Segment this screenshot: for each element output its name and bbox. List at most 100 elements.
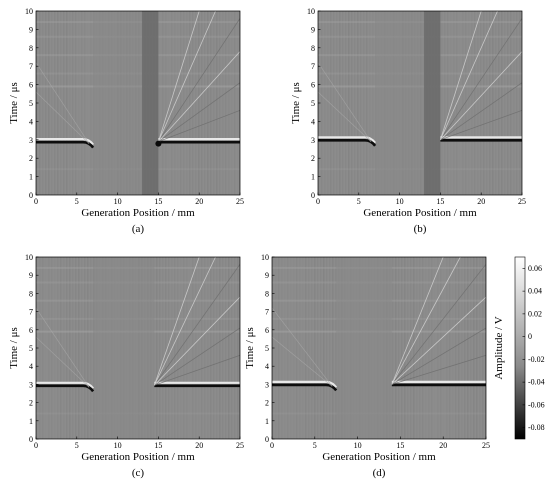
texture-stripe — [495, 11, 497, 195]
y-tick-label: 1 — [311, 173, 315, 182]
texture-stripe — [501, 11, 503, 195]
texture-stripe — [450, 11, 452, 195]
x-tick-label: 15 — [154, 441, 162, 450]
texture-stripe — [321, 11, 323, 195]
colorbar-tick-label: -0.06 — [528, 400, 545, 409]
y-tick-label: 8 — [29, 289, 33, 298]
texture-stripe — [467, 257, 469, 439]
colorbar: 0.06 0.04 0.02 0 -0.02 -0.04 -0.06 -0.08 Amplit… — [493, 256, 545, 440]
texture-stripe — [219, 257, 221, 439]
panel-label: (d) — [373, 467, 386, 479]
texture-stripe — [330, 11, 332, 195]
texture-stripe — [398, 257, 400, 439]
texture-stripe — [419, 257, 421, 439]
texture-stripe — [363, 11, 365, 195]
texture-stripe — [45, 257, 47, 439]
texture-stripe — [228, 11, 230, 195]
y-tick-label: 7 — [29, 308, 33, 317]
y-tick-label: 0 — [29, 191, 33, 200]
y-tick-label: 3 — [29, 136, 33, 145]
x-tick-label: 5 — [313, 441, 317, 450]
texture-stripe — [305, 257, 307, 439]
texture-stripe — [237, 257, 239, 439]
reflected-wave-line — [36, 336, 90, 388]
x-axis-label: Generation Position / mm — [81, 451, 195, 463]
reflected-wave-line — [36, 62, 90, 144]
reflected-wave-line — [153, 257, 216, 386]
texture-stripe — [60, 257, 62, 439]
colorbar-tick-label: 0.04 — [528, 287, 542, 296]
texture-stripe — [54, 11, 56, 195]
texture-stripe — [482, 257, 484, 439]
reflected-wave-line — [153, 264, 240, 386]
texture-stripe — [87, 11, 89, 195]
y-tick-label: 1 — [29, 417, 33, 426]
texture-stripe — [81, 11, 83, 195]
texture-stripe — [159, 11, 161, 195]
texture-stripe — [171, 11, 173, 195]
reflected-wave-line — [153, 257, 200, 386]
x-tick-label: 0 — [270, 441, 274, 450]
texture-stripe — [327, 11, 329, 195]
y-tick-label: 4 — [311, 117, 315, 126]
y-tick-label: 6 — [265, 326, 269, 335]
texture-stripe — [314, 257, 316, 439]
texture-stripe — [189, 257, 191, 439]
texture-stripe — [78, 257, 80, 439]
plot-area-b — [318, 11, 522, 195]
texture-stripe — [231, 257, 233, 439]
y-tick-label: 6 — [29, 81, 33, 90]
reflected-wave-line — [272, 307, 333, 387]
texture-stripe — [66, 11, 68, 195]
x-axis-label: Generation Position / mm — [81, 207, 195, 219]
reflected-wave-line — [158, 109, 240, 143]
texture-stripe — [351, 11, 353, 195]
texture-stripe — [401, 257, 403, 439]
panel-label: (c) — [132, 467, 145, 479]
texture-stripe — [287, 257, 289, 439]
reflected-wave-line — [440, 11, 482, 140]
x-tick-label: 10 — [114, 197, 122, 206]
plot-area-a — [36, 11, 240, 195]
texture-stripe — [479, 257, 481, 439]
texture-stripe — [473, 257, 475, 439]
texture-stripe — [189, 11, 191, 195]
x-tick-label: 20 — [195, 197, 203, 206]
texture-stripe — [51, 257, 53, 439]
x-tick-label: 0 — [316, 197, 320, 206]
surface-wave-left-light — [318, 136, 377, 144]
x-tick-label: 20 — [195, 441, 203, 450]
texture-stripe — [329, 257, 331, 439]
y-tick-label: 7 — [311, 62, 315, 71]
y-tick-label: 4 — [29, 117, 33, 126]
texture-stripe — [195, 11, 197, 195]
texture-stripe — [348, 11, 350, 195]
reflected-wave-line — [391, 327, 486, 385]
x-tick-label: 10 — [114, 441, 122, 450]
texture-stripe — [354, 11, 356, 195]
texture-stripe — [219, 11, 221, 195]
texture-stripe — [422, 257, 424, 439]
texture-stripe — [192, 257, 194, 439]
texture-stripe — [84, 11, 86, 195]
plot-area-d — [272, 257, 486, 439]
reflected-wave-line — [158, 82, 240, 142]
colorbar-tick-label: -0.04 — [528, 378, 545, 387]
reflected-wave-line — [158, 11, 200, 142]
texture-stripe — [63, 11, 65, 195]
y-axis-label: Time / μs — [244, 327, 256, 369]
texture-stripe — [234, 11, 236, 195]
texture-stripe — [284, 257, 286, 439]
x-tick-label: 5 — [75, 441, 79, 450]
texture-stripe — [168, 11, 170, 195]
texture-stripe — [339, 11, 341, 195]
y-tick-label: 0 — [311, 191, 315, 200]
y-tick-label: 0 — [265, 435, 269, 444]
texture-stripe — [228, 257, 230, 439]
texture-stripe — [174, 11, 176, 195]
texture-stripe — [204, 11, 206, 195]
texture-stripe — [471, 11, 473, 195]
texture-stripe — [207, 11, 209, 195]
texture-stripe — [477, 11, 479, 195]
texture-stripe — [444, 11, 446, 195]
